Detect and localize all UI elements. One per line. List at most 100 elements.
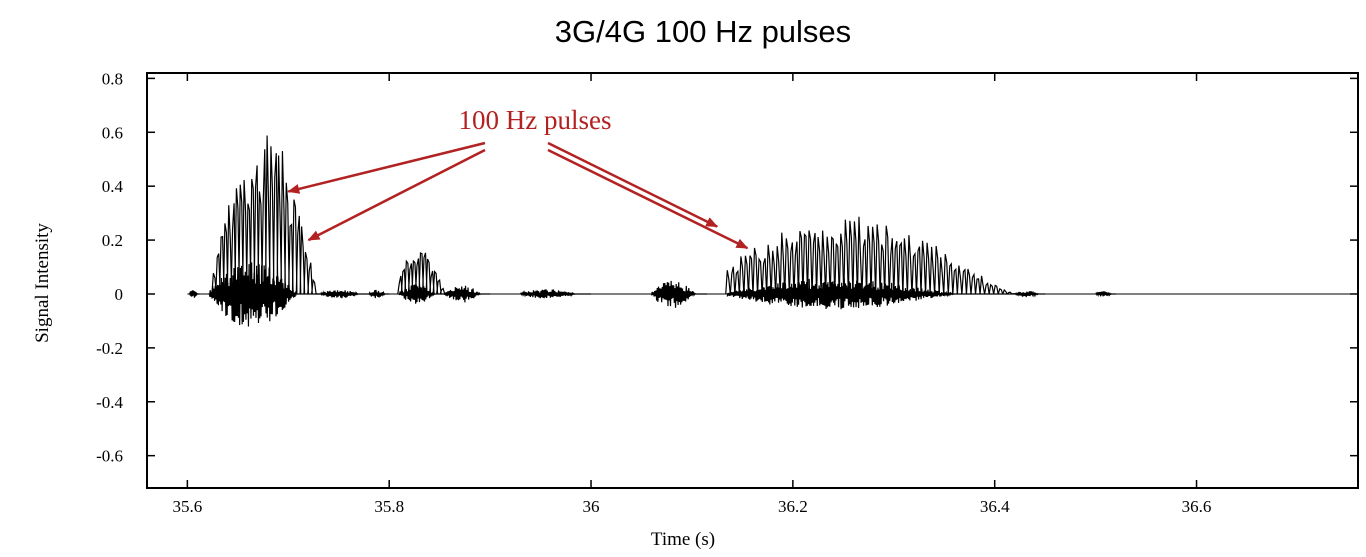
- pulse-spike: [307, 262, 313, 295]
- pulse-spike: [215, 253, 221, 294]
- pulse-spike: [439, 287, 446, 295]
- pulse-spike: [284, 182, 290, 294]
- pulse-spike: [253, 165, 260, 294]
- pulse-spike: [280, 151, 287, 294]
- pulse-spike: [218, 235, 225, 294]
- pulse-spike: [725, 270, 731, 295]
- burst-noise: [320, 290, 370, 299]
- y-tick-label: 0.6: [102, 123, 123, 142]
- pulse-spike: [847, 220, 854, 294]
- pulse-spike: [870, 226, 877, 294]
- pulse-spike: [834, 243, 840, 294]
- pulse-spike: [734, 269, 740, 295]
- pulse-spike: [775, 246, 781, 295]
- annotation-layer: 100 Hz pulses: [287, 105, 749, 250]
- pulse-spike: [411, 259, 418, 295]
- pulse-spike: [911, 251, 918, 294]
- pulse-spike: [756, 257, 763, 295]
- pulse-spike: [893, 241, 899, 294]
- x-tick-label: 35.8: [374, 497, 404, 516]
- pulse-spike: [961, 268, 968, 295]
- pulse-spike: [299, 226, 306, 294]
- annotation-arrow: [547, 141, 719, 228]
- pulse-spike: [884, 225, 890, 294]
- burst-noise: [650, 280, 708, 308]
- pulse-spike: [261, 149, 267, 294]
- signal-burst: [368, 289, 390, 299]
- pulse-spike: [230, 203, 237, 294]
- pulse-spike: [815, 236, 822, 294]
- signal-trace: [187, 135, 1358, 327]
- pulse-spike: [856, 216, 863, 294]
- pulse-spike: [421, 252, 428, 294]
- pulse-spike: [729, 266, 736, 295]
- pulse-spike: [906, 235, 913, 294]
- pulse-spike: [303, 251, 310, 294]
- pulse-spike: [245, 203, 252, 294]
- pulse-spike: [938, 257, 945, 295]
- pulse-spike: [418, 252, 425, 294]
- pulse-spike: [793, 241, 799, 294]
- pulse-spike: [861, 239, 868, 294]
- pulse-spike: [993, 284, 999, 295]
- burst-noise: [368, 289, 390, 299]
- pulse-spike: [879, 244, 886, 294]
- pulse-spike: [241, 180, 248, 294]
- plot-frame: [146, 72, 1359, 489]
- pulse-spike: [766, 244, 772, 294]
- pulse-spike: [888, 238, 895, 294]
- pulse-spike: [272, 153, 279, 294]
- y-tick-label: 0.8: [102, 69, 123, 88]
- pulse-spike: [257, 191, 264, 294]
- pulse-spike: [761, 258, 768, 295]
- y-tick-label: 0: [115, 285, 124, 304]
- pulse-spike: [952, 267, 958, 295]
- signal-burst: [1014, 290, 1046, 298]
- pulse-spike: [811, 232, 818, 294]
- pulse-spike: [865, 225, 872, 294]
- signal-burst: [444, 285, 491, 303]
- pulse-spike: [425, 258, 432, 295]
- signal-burst: [650, 280, 708, 308]
- x-axis-label: Time (s): [651, 529, 715, 550]
- annotation-arrow: [307, 148, 486, 242]
- y-tick-label: -0.4: [96, 393, 123, 412]
- pulse-spike: [797, 230, 804, 294]
- pulse-spike: [268, 146, 275, 294]
- pulse-spike: [875, 224, 881, 294]
- pulse-spike: [784, 238, 790, 294]
- pulse-spike: [291, 199, 298, 294]
- x-tick-label: 36.2: [778, 497, 808, 516]
- pulse-spike: [770, 250, 777, 295]
- pulse-spike: [743, 255, 750, 295]
- pulse-spike: [295, 215, 302, 294]
- signal-burst: [519, 289, 592, 299]
- pulse-spike: [984, 282, 990, 295]
- pulse-spike: [970, 272, 977, 295]
- x-tick-label: 36: [583, 497, 600, 516]
- pulse-spike: [852, 221, 859, 294]
- y-tick-label: -0.6: [96, 447, 123, 466]
- pulse-spike: [902, 238, 908, 294]
- annotation-text: 100 Hz pulses: [459, 105, 612, 135]
- pulse-spike: [222, 223, 229, 294]
- pulse-spike: [432, 269, 439, 295]
- burst-noise: [1014, 290, 1046, 298]
- pulse-spike: [897, 241, 904, 294]
- pulse-spike: [1006, 291, 1013, 295]
- pulse-spike: [238, 184, 244, 294]
- y-tick-label: -0.2: [96, 339, 123, 358]
- annotation-arrow: [547, 148, 749, 250]
- y-tick-label: 0.4: [102, 177, 124, 196]
- pulse-spike: [979, 275, 986, 295]
- pulse-spike: [843, 219, 849, 294]
- pulse-spike: [915, 246, 922, 294]
- chart-title: 3G/4G 100 Hz pulses: [554, 14, 852, 49]
- pulse-spike: [929, 246, 936, 295]
- signal-burst: [188, 290, 200, 298]
- pulse-spike: [747, 255, 754, 294]
- signal-burst: [725, 216, 1017, 310]
- pulse-spike: [311, 278, 317, 295]
- pulse-spike: [287, 223, 294, 294]
- burst-noise: [188, 290, 200, 298]
